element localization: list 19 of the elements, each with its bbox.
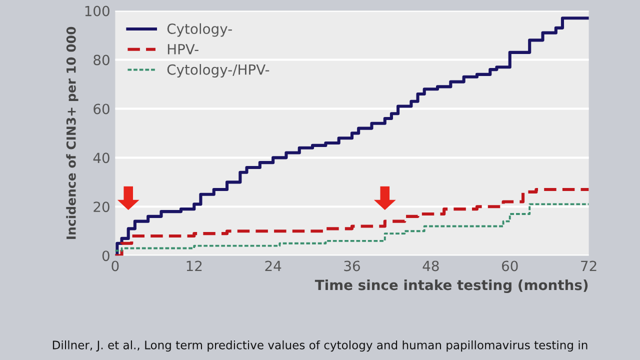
x-tick-label: 24 [265,260,282,272]
x-tick-label: 36 [344,260,360,272]
legend-label: HPV- [168,44,198,54]
x-tick-label: 0 [112,260,119,272]
y-tick-label: 0 [102,250,110,262]
x-tick-label: 48 [422,260,439,272]
y-tick-label: 40 [93,152,110,164]
text: Dillner, J. et al., Long term predictive values of cytology and human papillomavirus testing in [52,340,588,352]
x-tick-label: 72 [581,260,596,272]
y-tick-label: 80 [94,54,110,66]
x-tick-label: 60 [502,260,518,272]
y-tick-label: 100 [85,6,110,16]
legend-label: Cytology- [167,23,232,37]
x-axis-title: Time since intake testing (months) [314,279,588,294]
legend-label: Cytology-/HPV- [167,64,270,78]
y-tick-label: 20 [94,202,110,212]
x-tick-label: 12 [186,260,202,272]
y-tick-label: 60 [94,104,110,114]
y-axis-title: Incidence of CIN3+ per 10 000 [66,26,78,239]
